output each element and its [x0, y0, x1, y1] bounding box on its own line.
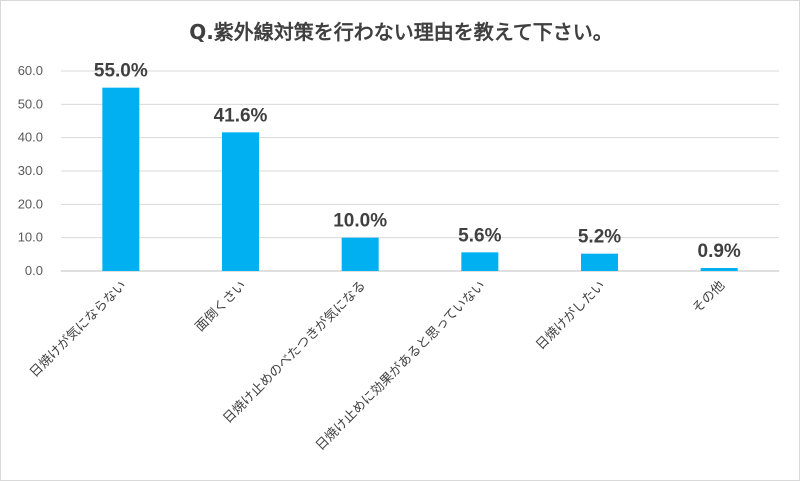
data-label: 5.2% [578, 227, 621, 248]
gridlines [61, 70, 779, 272]
data-label: 5.6% [458, 225, 501, 246]
x-category-label: 日焼けがしたい [533, 278, 608, 353]
bar [222, 132, 259, 271]
x-category-label: 面倒くさい [193, 278, 250, 335]
data-label: 10.0% [333, 211, 387, 232]
x-category-label: その他 [690, 278, 728, 316]
bar [341, 237, 379, 271]
bar [581, 253, 618, 271]
bar [102, 87, 140, 272]
bar [461, 252, 499, 271]
y-tick-label: 20.0 [18, 196, 43, 211]
x-axis-categories: 日焼けが気にならない 面倒くさい日焼け止めのべたつきが気になる日焼け止めに効果があ… [26, 278, 728, 454]
data-label: 0.9% [698, 241, 741, 262]
data-label: 55.0% [94, 61, 148, 82]
data-labels: 55.0% 41.6% 10.0% 5.6% 5.2% 0.9% [94, 61, 741, 262]
y-tick-label: 10.0 [18, 230, 43, 245]
data-label: 41.6% [214, 105, 268, 126]
y-axis-ticks: 0.0 10.0 20.0 30.0 40.0 50.0 60.0 [18, 63, 43, 278]
chart-title: Q.紫外線対策を行わない理由を教えて下さい。 [189, 20, 613, 44]
y-tick-label: 0.0 [25, 263, 43, 278]
bar [700, 268, 738, 271]
y-tick-label: 60.0 [18, 63, 43, 78]
x-category-label: 日焼け止めのべたつきが気になる [220, 278, 369, 427]
bars [102, 87, 738, 272]
y-tick-label: 40.0 [18, 130, 43, 145]
y-tick-label: 30.0 [18, 163, 43, 178]
x-category-label: 日焼けが気にならない [26, 278, 129, 381]
y-tick-label: 50.0 [18, 96, 43, 111]
